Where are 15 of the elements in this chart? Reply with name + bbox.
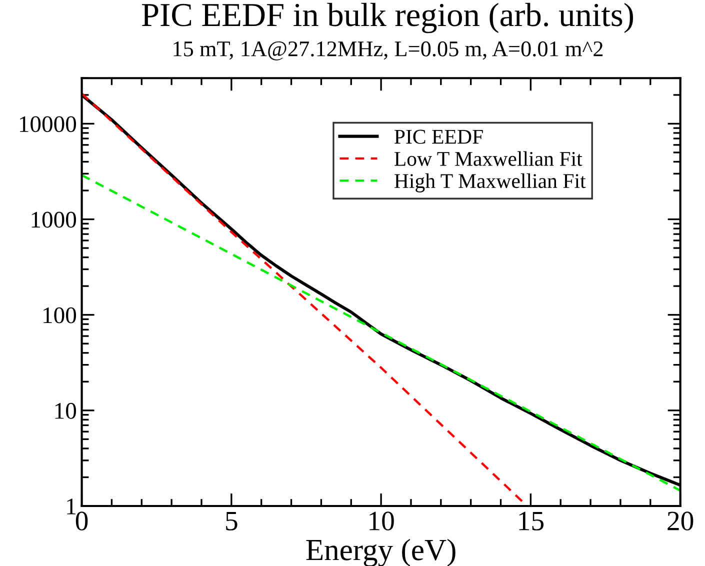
x-tick-label: 15 [519, 512, 544, 530]
y-tick-label: 10000 [20, 116, 76, 132]
x-tick-label: 20 [668, 512, 694, 530]
legend-label: PIC EEDF [394, 130, 483, 144]
x-tick-label: 0 [76, 512, 88, 530]
x-tick-label: 10 [370, 512, 394, 530]
y-tick-label: 1 [67, 498, 76, 514]
legend-label: Low T Maxwellian Fit [394, 151, 582, 166]
y-tick-label: 1000 [32, 212, 76, 228]
legend-label: High T Maxwellian Fit [394, 173, 586, 192]
chart-subtitle: 15 mT, 1A@27.12MHz, L=0.05 m, A=0.01 m^2 [174, 41, 603, 60]
y-tick-label: 10 [55, 402, 76, 419]
chart-title: PIC EEDF in bulk region (arb. units) [142, 2, 634, 34]
x-tick-label: 5 [226, 512, 238, 530]
y-tick-label: 100 [44, 307, 76, 324]
